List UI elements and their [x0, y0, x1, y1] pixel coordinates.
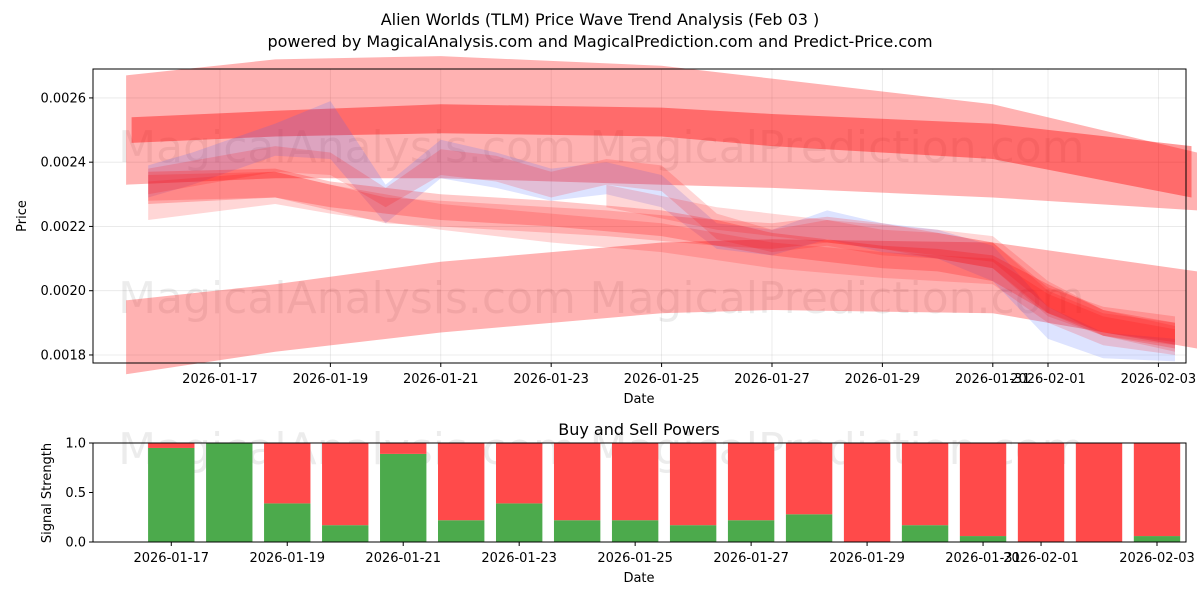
trend-band	[131, 104, 1192, 198]
buy-bar	[669, 525, 717, 542]
buy-bar	[553, 520, 601, 542]
signal-x-axis-label: Date	[623, 571, 654, 586]
buy-bar	[495, 503, 543, 542]
trend-band	[148, 171, 1176, 343]
trend-band	[148, 101, 1176, 362]
buy-bar	[380, 453, 427, 542]
sell-bar	[843, 443, 891, 542]
x-tick-label: 2026-01-31	[955, 372, 1031, 387]
x-tick-label: 2026-01-27	[734, 372, 810, 387]
sell-bar	[669, 443, 717, 526]
y-tick-label: 0.0020	[41, 284, 87, 299]
buy-bar	[611, 520, 659, 542]
sell-bar	[148, 443, 195, 448]
sell-bar	[380, 443, 427, 454]
sell-bar	[1133, 443, 1181, 537]
price-y-axis-label: Price	[15, 200, 30, 232]
price-x-ticks: 2026-01-17 2026-01-19 2026-01-21 2026-01-23…	[182, 363, 1196, 387]
sell-bar	[438, 443, 485, 521]
y-tick-label: 0.0018	[41, 348, 87, 363]
trend-band	[606, 184, 1175, 352]
x-tick-label: 2026-01-27	[713, 551, 789, 566]
x-tick-label: 2026-01-31	[945, 551, 1021, 566]
trend-band	[148, 146, 1176, 346]
x-tick-label: 2026-01-21	[365, 551, 441, 566]
x-tick-label: 2026-01-25	[624, 372, 700, 387]
chart-title: Alien Worlds (TLM) Price Wave Trend Anal…	[381, 10, 820, 29]
trend-band	[126, 239, 1198, 375]
signal-y-ticks: 0.0 0.5 1.0	[65, 437, 93, 551]
trend-band	[148, 171, 1176, 355]
buy-bar	[727, 520, 775, 542]
buy-bar	[901, 525, 949, 542]
signal-x-ticks: 2026-01-17 2026-01-19 2026-01-21 2026-01-23…	[133, 542, 1195, 566]
price-y-ticks: 0.0018 0.0020 0.0022 0.0024 0.0026	[41, 91, 93, 363]
buy-bar	[785, 514, 833, 542]
x-tick-label: 2026-01-19	[249, 551, 325, 566]
watermark-text: MagicalAnalysis.com	[118, 122, 576, 173]
buy-bar	[264, 503, 311, 542]
buy-bar	[1133, 536, 1181, 542]
y-tick-label: 0.0024	[41, 156, 87, 171]
price-x-axis-label: Date	[623, 392, 654, 407]
x-tick-label: 2026-01-29	[845, 372, 921, 387]
price-plot: MagicalAnalysis.com MagicalPrediction.co…	[15, 56, 1198, 407]
y-tick-label: 0.5	[65, 486, 86, 501]
sell-bar	[785, 443, 833, 515]
y-tick-label: 0.0026	[41, 91, 87, 106]
price-plot-frame	[92, 68, 1187, 364]
watermark-text: MagicalAnalysis.com	[118, 273, 576, 324]
sell-bar	[264, 443, 311, 504]
price-grid	[93, 69, 1186, 363]
x-tick-label: 2026-01-23	[481, 551, 557, 566]
watermark-text: MagicalPrediction.com	[590, 424, 1085, 475]
sell-bar	[727, 443, 775, 521]
sell-bar	[1017, 443, 1065, 542]
x-tick-label: 2026-01-29	[829, 551, 905, 566]
price-bands	[126, 56, 1198, 375]
sell-bar	[322, 443, 369, 526]
trend-band	[148, 168, 1176, 349]
buy-bar	[322, 525, 369, 542]
watermark-text: MagicalPrediction.com	[590, 273, 1085, 324]
x-tick-label: 2026-01-17	[182, 372, 258, 387]
price-watermarks: MagicalAnalysis.com MagicalPrediction.co…	[118, 122, 1084, 324]
x-tick-label: 2026-01-25	[597, 551, 673, 566]
x-tick-label: 2026-01-17	[133, 551, 209, 566]
signal-y-axis-label: Signal Strength	[40, 443, 55, 543]
buy-bar	[438, 520, 485, 542]
sell-bar	[553, 443, 601, 521]
x-tick-label: 2026-01-21	[403, 372, 479, 387]
buy-bar	[959, 536, 1007, 542]
buy-bar	[148, 447, 195, 542]
x-tick-label: 2026-02-01	[1003, 551, 1079, 566]
sell-bar	[1075, 443, 1123, 542]
trend-band	[126, 56, 1198, 211]
x-tick-label: 2026-02-03	[1119, 551, 1195, 566]
y-tick-label: 0.0	[65, 536, 86, 551]
signal-plot: Buy and Sell Powers MagicalAnalysis.com …	[40, 420, 1195, 586]
x-tick-label: 2026-01-23	[513, 372, 589, 387]
sell-bar	[495, 443, 543, 504]
signal-title: Buy and Sell Powers	[558, 420, 720, 439]
x-tick-label: 2026-01-19	[293, 372, 369, 387]
x-tick-label: 2026-02-03	[1121, 372, 1197, 387]
signal-bars	[148, 443, 1181, 542]
y-tick-label: 0.0022	[41, 220, 87, 235]
buy-bar	[206, 443, 253, 542]
sell-bar	[959, 443, 1007, 537]
sell-bar	[611, 443, 659, 521]
watermark-text: MagicalPrediction.com	[590, 122, 1085, 173]
x-tick-label: 2026-02-01	[1010, 372, 1086, 387]
sell-bar	[901, 443, 949, 526]
y-tick-label: 1.0	[65, 437, 86, 452]
chart-subtitle: powered by MagicalAnalysis.com and Magic…	[267, 32, 932, 51]
